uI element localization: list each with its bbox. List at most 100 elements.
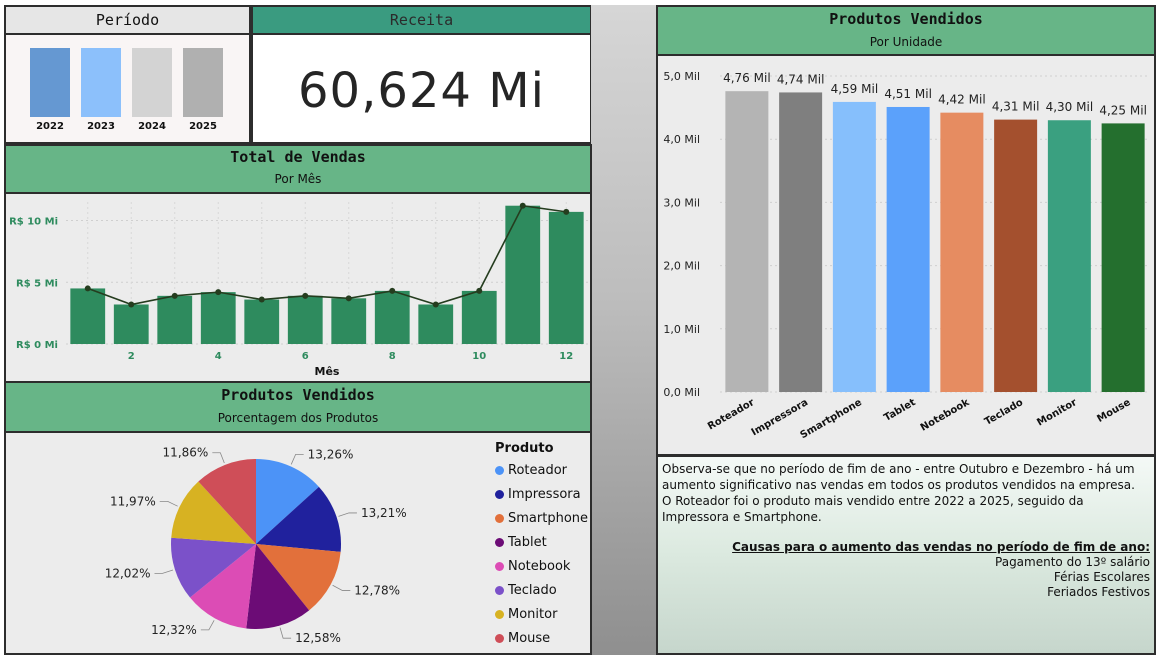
vendas-x-axis-label: Mês [315,365,340,378]
vendas-bar[interactable] [157,295,193,344]
vendas-line-point[interactable] [258,296,265,303]
periodo-slicer: Período 2022 2023 2024 2025 [4,5,251,144]
pie-leader-line [212,452,225,464]
vendas-line-point[interactable] [302,292,309,299]
year-tile-2023[interactable] [81,48,121,117]
legend-dot [495,538,504,547]
total-vendas-header: Total de Vendas Por Mês [6,146,590,194]
vendas-bar[interactable] [374,290,410,344]
pie-slice-tablet[interactable] [246,544,310,629]
vendas-line-point[interactable] [432,301,439,308]
notes-paragraph-2: O Roteador foi o produto mais vendido en… [662,494,1084,524]
year-tile-2025[interactable] [183,48,223,117]
vendas-x-tick: 4 [215,351,222,362]
legend-dot [495,634,504,643]
pie-data-label: 12,58% [295,631,341,645]
units-bar-monitor[interactable] [1047,120,1091,393]
pie-leader-line [290,453,304,465]
units-y-tick: 4,0 Mil [663,133,700,146]
vendas-bar[interactable] [505,205,541,344]
units-x-tick: Notebook [919,397,972,434]
units-y-tick: 1,0 Mil [663,323,700,336]
legend-item-impressora[interactable]: Impressora [495,487,581,502]
units-bar-mouse[interactable] [1101,123,1145,393]
produtos-pie-panel: Produtos Vendidos Porcentagem dos Produt… [4,381,592,655]
vendas-line-point[interactable] [389,287,396,294]
vendas-bar[interactable] [331,298,367,344]
legend-item-mouse[interactable]: Mouse [495,631,550,646]
vendas-bar[interactable] [461,290,497,344]
vendas-bar[interactable] [287,295,323,344]
pie-slice-notebook[interactable] [189,544,256,629]
legend-item-notebook[interactable]: Notebook [495,559,570,574]
units-data-label: 4,76 Mil [723,71,771,85]
cause-item: Feriados Festivos [1047,585,1150,599]
units-x-tick: Teclado [983,397,1025,428]
legend-dot [495,490,504,499]
units-y-tick: 0,0 Mil [663,386,700,399]
year-label: 2023 [87,121,115,132]
produtos-pie-title: Produtos Vendidos [221,386,375,404]
produtos-unidade-chart: 0,0 Mil 1,0 Mil 2,0 Mil 3,0 Mil 4,0 Mil 5,0 M… [663,70,1150,441]
vendas-line-point[interactable] [215,289,222,296]
year-tile-2022[interactable] [30,48,70,117]
vendas-bar[interactable] [244,299,280,344]
units-x-tick: Mouse [1095,397,1132,425]
vendas-y-tick: R$ 0 Mi [16,340,58,351]
units-bar-tablet[interactable] [886,106,930,392]
periodo-title: Período [6,7,249,35]
year-label: 2024 [138,121,166,132]
vendas-line-point[interactable] [519,202,526,209]
units-bar-teclado[interactable] [994,119,1038,392]
vendas-line-point[interactable] [345,295,352,302]
legend-label: Teclado [508,583,557,598]
units-bar-roteador[interactable] [725,91,769,392]
cause-item: Férias Escolares [1053,570,1150,584]
notes-causes: Causas para o aumento das vendas no perí… [732,540,1150,600]
units-bar-notebook[interactable] [940,112,984,392]
vendas-line-point[interactable] [171,292,178,299]
legend-item-monitor[interactable]: Monitor [495,607,557,622]
vendas-bar[interactable] [113,304,149,344]
total-vendas-panel: Total de Vendas Por Mês R$ 0 Mi R$ 5 Mi R$… [4,144,592,383]
year-label: 2025 [189,121,217,132]
vendas-bar[interactable] [200,292,236,344]
pie-slice-smartphone[interactable] [256,544,341,611]
legend-dot [495,514,504,523]
legend-item-roteador[interactable]: Roteador [495,463,567,478]
pie-slice-monitor[interactable] [171,481,256,544]
pie-leader-line [159,501,178,507]
produtos-unidade-subtitle: Por Unidade [869,35,943,49]
legend-label: Roteador [508,463,568,478]
vendas-chart: R$ 0 Mi R$ 5 Mi R$ 10 Mi 2 4 6 8 10 12 Mês [9,202,588,378]
vendas-line-point[interactable] [476,287,483,294]
vendas-x-tick: 12 [559,351,573,362]
legend-item-teclado[interactable]: Teclado [495,583,557,598]
pie-slice-impressora[interactable] [256,486,341,552]
vendas-x-tick: 2 [128,351,135,362]
vendas-bar[interactable] [548,211,584,344]
vendas-bar[interactable] [418,304,454,344]
pie-slice-teclado[interactable] [170,537,256,598]
receita-card: Receita 60,624 Mi [251,5,592,144]
pie-leader-line [279,627,292,639]
legend-item-smartphone[interactable]: Smartphone [495,511,588,526]
vendas-line [87,204,567,306]
vendas-line-point[interactable] [84,285,91,292]
vendas-bar[interactable] [70,288,106,344]
pie-slice-roteador[interactable] [256,459,319,544]
pie-slice-mouse[interactable] [198,459,256,544]
pie-data-label: 12,78% [354,583,400,597]
legend-item-tablet[interactable]: Tablet [495,535,547,550]
notes-paragraph-1: Observa-se que no período de fim de ano … [662,462,1135,492]
vendas-line-point[interactable] [563,208,570,215]
legend-dot [495,586,504,595]
vendas-line-point[interactable] [128,301,135,308]
units-bar-impressora[interactable] [779,92,823,392]
total-vendas-subtitle: Por Mês [274,172,322,186]
year-tile-2024[interactable] [132,48,172,117]
units-bar-smartphone[interactable] [832,101,876,393]
units-y-tick: 3,0 Mil [663,196,700,209]
cause-item: Pagamento do 13º salário [995,555,1150,569]
units-data-label: 4,74 Mil [777,72,825,86]
